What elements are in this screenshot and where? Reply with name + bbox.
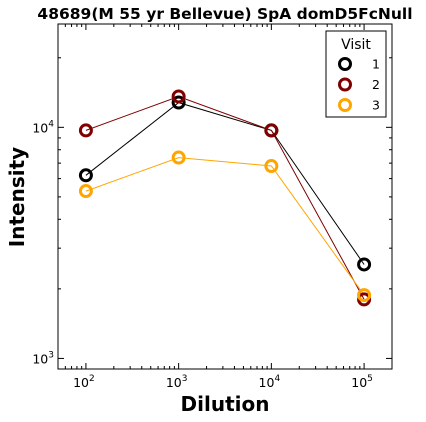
legend-entries: 1 2 3 bbox=[338, 57, 380, 113]
y-axis-label: Intensity bbox=[5, 147, 29, 247]
data-point-visit-2 bbox=[357, 292, 372, 307]
legend-marker-visit-2 bbox=[338, 77, 352, 92]
legend-label-visit-2: 2 bbox=[372, 77, 380, 92]
x-tick-labels: 102 103 104 105 bbox=[73, 374, 373, 390]
y-tick-label: 104 bbox=[32, 119, 54, 135]
legend: Visit 1 2 3 bbox=[325, 30, 387, 118]
data-point-visit-2 bbox=[264, 123, 279, 138]
series-lines bbox=[85, 95, 365, 300]
legend-label-visit-1: 1 bbox=[372, 57, 380, 72]
series-line-visit-3 bbox=[85, 157, 365, 296]
x-tick-label: 103 bbox=[166, 374, 188, 390]
x-tick-label: 104 bbox=[259, 374, 281, 390]
series-line-visit-1 bbox=[85, 102, 365, 265]
data-point-visit-3 bbox=[357, 288, 372, 303]
series-line-visit-2 bbox=[85, 95, 365, 300]
major-ticks bbox=[58, 24, 392, 369]
series-points bbox=[78, 89, 372, 307]
data-point-visit-1 bbox=[171, 95, 186, 110]
legend-box bbox=[325, 30, 387, 118]
data-point-visit-2 bbox=[78, 123, 93, 138]
y-tick-label: 103 bbox=[32, 350, 54, 366]
x-tick-label: 102 bbox=[73, 374, 95, 390]
data-point-visit-2 bbox=[171, 89, 186, 104]
y-tick-labels: 103 104 bbox=[32, 119, 54, 366]
data-point-visit-1 bbox=[357, 257, 372, 272]
data-point-visit-3 bbox=[78, 184, 93, 199]
legend-label-visit-3: 3 bbox=[372, 98, 380, 113]
data-point-visit-1 bbox=[78, 168, 93, 183]
data-point-visit-3 bbox=[264, 159, 279, 174]
x-tick-label: 105 bbox=[351, 374, 373, 390]
legend-marker-visit-1 bbox=[338, 57, 352, 71]
legend-marker-visit-3 bbox=[338, 98, 352, 112]
data-point-visit-3 bbox=[171, 150, 186, 165]
chart-title: 48689(M 55 yr Bellevue) SpA domD5FcNull bbox=[37, 5, 412, 23]
x-axis-label: Dilution bbox=[181, 392, 270, 416]
legend-title: Visit bbox=[341, 37, 371, 53]
minor-ticks bbox=[57, 24, 393, 370]
